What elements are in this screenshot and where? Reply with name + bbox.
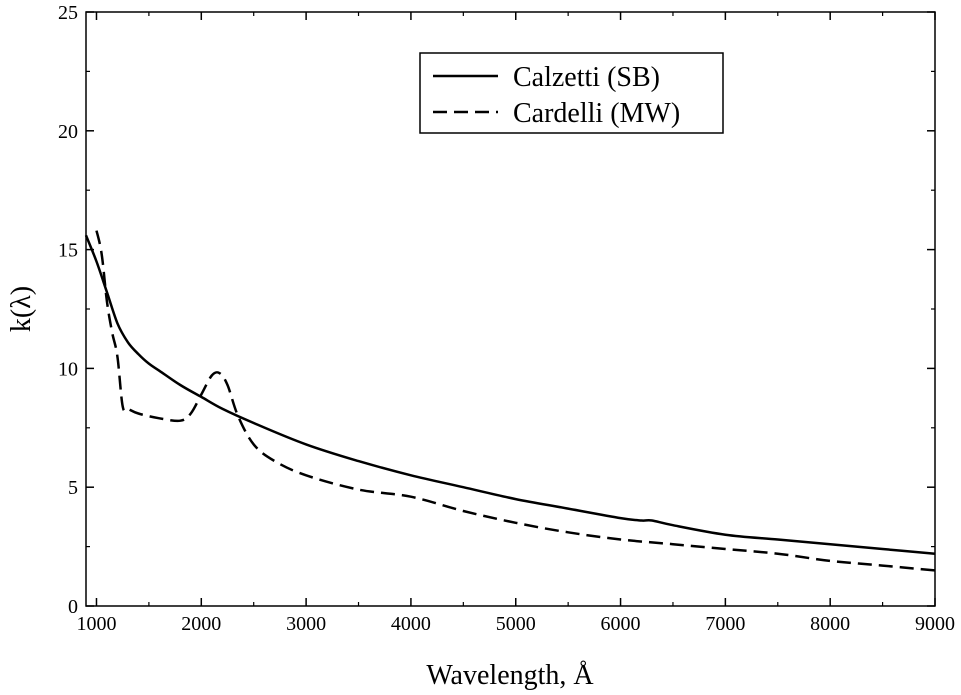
series-line-cardelli: [95, 230, 936, 572]
x-axis-label: Wavelength, Å: [426, 660, 594, 691]
x-axis-ticks: 1000 2000 3000 4000 5000 6000 7000 8000 9000: [76, 12, 955, 635]
x-tick-label: 7000: [705, 613, 745, 635]
x-tick-label: 9000: [915, 613, 955, 635]
x-tick-label: 6000: [601, 613, 641, 635]
legend-label-calzetti: Calzetti (SB): [513, 62, 660, 93]
y-tick-label: 0: [68, 596, 78, 618]
x-tick-label: 1000: [76, 613, 116, 635]
legend-box: [419, 52, 724, 134]
x-tick-label: 5000: [496, 613, 536, 635]
y-tick-label: 20: [58, 121, 78, 143]
x-tick-label: 3000: [286, 613, 326, 635]
y-tick-label: 5: [68, 477, 78, 499]
y-tick-label: 15: [58, 240, 78, 262]
legend-label-cardelli: Cardelli (MW): [513, 98, 680, 129]
y-tick-label: 25: [58, 2, 78, 24]
legend: Calzetti (SB) Cardelli (MW): [419, 52, 724, 134]
x-tick-label: 2000: [181, 613, 221, 635]
x-tick-label: 4000: [391, 613, 431, 635]
series-line-calzetti: [84, 234, 936, 555]
series-layer: [84, 230, 936, 572]
y-axis-ticks: 0 5 10 15 20 25: [58, 2, 935, 618]
y-tick-label: 10: [58, 358, 78, 380]
y-axis-label: k(λ): [6, 286, 37, 332]
x-tick-label: 8000: [810, 613, 850, 635]
